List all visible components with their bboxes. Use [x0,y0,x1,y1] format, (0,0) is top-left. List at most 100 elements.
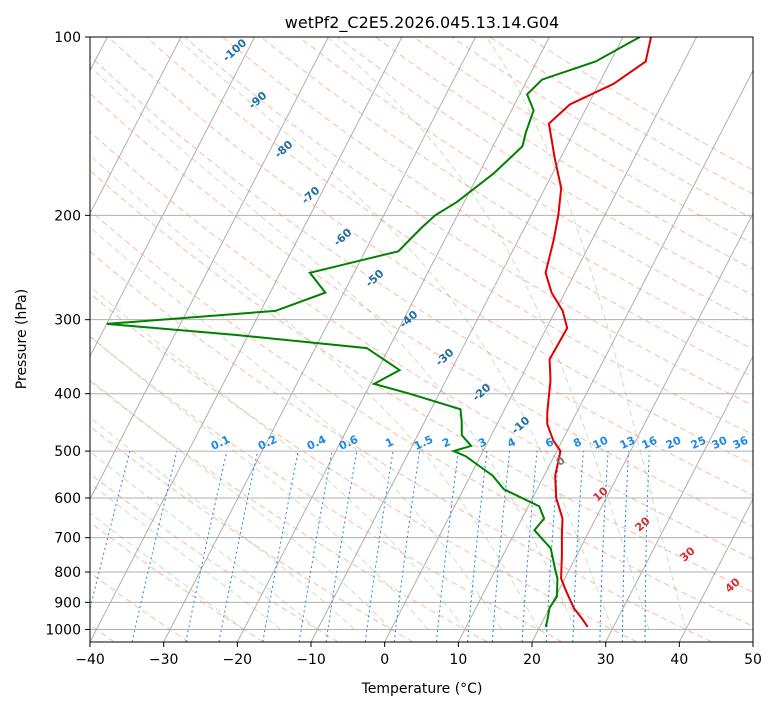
isotherm-line [163,37,477,642]
mixing-ratio-line [364,451,394,642]
mixing-ratio-line [131,450,178,642]
dry-adiabat-label: -100 [220,36,249,64]
isotherm-line [605,355,753,642]
moist-adiabat-line [327,37,650,630]
dry-adiabat-line [90,426,414,642]
x-tick-label: 30 [597,652,615,668]
dry-adiabat-line [90,521,264,642]
dry-adiabat-label: -80 [272,138,296,161]
isotherm-line [752,640,753,642]
moist-adiabat-line [486,37,687,630]
series-layer [106,37,652,628]
mixing-ratio-line [218,450,259,642]
isotherm-line [90,37,329,501]
mixing-ratio-line [90,450,131,611]
mixing-ratio-label: 10 [591,434,611,452]
dry-adiabat-line [489,37,753,195]
dry-adiabat-line [336,37,753,296]
dry-adiabat-label: 30 [678,544,698,564]
dry-adiabat-label: 10 [591,484,611,504]
x-tick-label: −40 [75,652,105,668]
plot-frame [89,36,754,643]
mixing-ratio-line [185,450,228,642]
mixing-ratio-label: 8 [571,435,583,450]
isotherm-line [90,37,403,642]
isotherm-line [384,37,698,642]
mixing-ratio-label: 16 [640,434,660,452]
x-tick-label: 10 [449,652,467,668]
y-axis-label: Pressure (hPa) [14,289,30,389]
isotherm-line [531,212,753,642]
dry-adiabat-line [90,169,753,593]
moist-adiabat-line [90,451,318,630]
moist-adiabat-line [90,285,466,630]
mixing-ratio-label: 13 [618,434,637,452]
mixing-ratio-line [467,451,488,642]
dry-adiabat-line [90,55,753,496]
axis-layer: −40 −30 −20 −10 0 10 20 30 40 5010020030040050060… [45,30,762,668]
dry-adiabat-line [298,37,753,323]
x-tick-label: −20 [223,652,253,668]
y-tick-label: 100 [54,30,81,46]
y-tick-label: 400 [54,387,81,403]
y-tick-label: 600 [54,491,81,507]
y-tick-label: 500 [54,444,81,460]
y-tick-label: 700 [54,531,81,547]
x-axis-label: Temperature (°C) [361,681,483,697]
moist-adiabat-line [90,65,576,630]
chart-title: wetPf2_C2E5.2026.045.13.14.G04 [285,13,559,33]
dry-adiabat-line [527,37,753,171]
mixing-ratio-line [599,451,609,642]
y-tick-label: 800 [54,565,81,581]
mixing-ratio-line [621,451,630,642]
dry-adiabat-label: -50 [363,267,387,290]
dry-adiabat-line [146,37,753,436]
moist-adiabat-line [175,37,613,630]
mixing-ratio-label: 1 [383,435,395,450]
x-tick-label: 0 [380,652,389,668]
series-line-dewpoint [106,37,641,628]
dry-adiabat-label: -40 [397,308,421,331]
y-tick-label: 900 [54,595,81,611]
dry-adiabat-label: 40 [723,575,743,595]
mixing-ratio-label: 30 [710,434,730,452]
dry-adiabat-line [90,130,753,560]
dry-adiabat-label: -90 [246,89,270,112]
dry-adiabat-line [90,209,753,627]
dry-adiabat-line [184,37,753,407]
dry-adiabat-line [90,292,638,642]
mixing-ratio-label: 20 [664,434,684,452]
dry-adiabat-line [90,380,488,642]
dry-adiabat-label: -70 [299,184,323,207]
dry-adiabat-line [90,250,712,642]
moist-adiabat-line [90,226,503,630]
isotherm-line [310,37,624,642]
mixing-ratio-line [325,451,358,642]
mixing-ratio-label: 0.1 [209,433,232,453]
dry-adiabat-line [90,92,753,528]
moist-adiabat-line [90,335,429,630]
mixing-ratio-label: 25 [689,434,708,452]
x-tick-label: −10 [296,652,326,668]
x-tick-label: 40 [670,652,688,668]
series-line-temperature [544,37,652,628]
dry-adiabat-label: -60 [331,226,355,249]
dry-adiabat-line [375,37,753,270]
mixing-ratio-label: 0.4 [305,433,328,453]
dry-adiabat-label: -20 [470,381,494,404]
dry-adiabat-line [413,37,753,245]
moist-adiabat-line [90,416,355,630]
isotherm-line [678,498,753,642]
mixing-ratio-label: 2 [440,435,452,450]
isotherm-line [236,37,550,642]
y-tick-label: 200 [54,208,81,224]
mixing-ratio-line [393,451,421,642]
y-tick-label: 300 [54,313,81,329]
mixing-ratio-label: 1.5 [412,433,435,453]
mixing-ratio-label: 4 [505,435,518,450]
dry-adiabat-line [260,37,753,350]
dry-adiabat-label: 20 [633,514,653,534]
y-tick-label: 1000 [45,622,81,638]
isotherm-line [90,37,256,358]
